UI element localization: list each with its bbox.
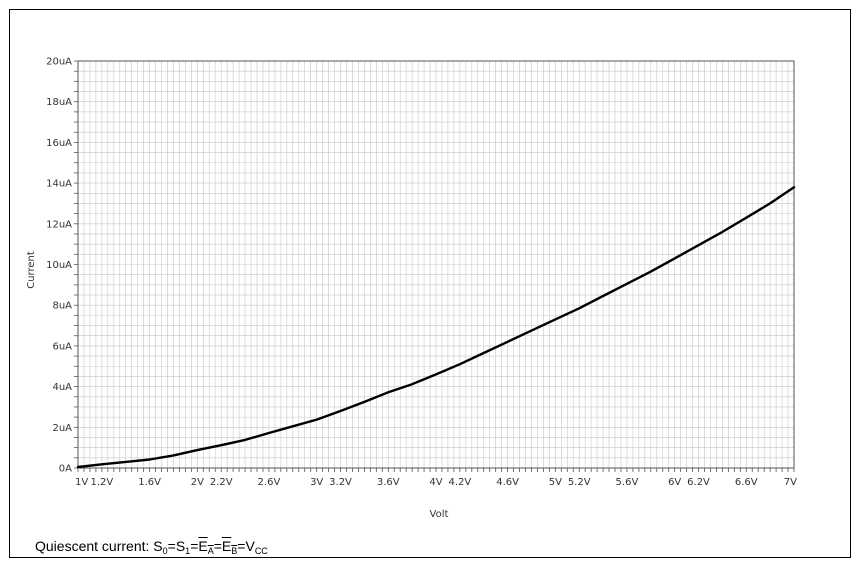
caption-s1: S	[175, 538, 186, 554]
data-point	[172, 454, 175, 457]
x-tick-label: 4V	[429, 477, 442, 488]
data-point	[745, 216, 748, 219]
x-tick-label: 3V	[310, 477, 323, 488]
data-point	[268, 432, 270, 434]
caption-s0: S	[153, 538, 163, 554]
data-point	[506, 340, 509, 343]
x-tick-label: 7V	[784, 477, 797, 488]
data-point	[220, 444, 223, 447]
data-point	[244, 439, 246, 441]
x-tick-label: 6V	[668, 477, 681, 488]
x-tick-label: 4.2V	[448, 477, 471, 488]
data-point	[649, 270, 652, 273]
x-tick-label: 5V	[549, 477, 562, 488]
caption-eb-letter: E	[221, 538, 232, 554]
axes	[74, 60, 795, 472]
x-tick-label: 6.6V	[735, 477, 758, 488]
x-tick-label: 1.2V	[90, 477, 113, 488]
caption-eq: =	[190, 538, 199, 554]
y-tick-label: 10uA	[46, 260, 72, 271]
caption-s0-sub: 0	[162, 546, 168, 556]
x-tick-label: 1V	[75, 477, 88, 488]
x-tick-label: 3.6V	[377, 477, 400, 488]
data-point	[482, 352, 485, 354]
data-point	[626, 282, 628, 285]
y-tick-label: 4uA	[52, 382, 72, 393]
data-point	[697, 244, 700, 247]
y-tick-label: 14uA	[46, 179, 72, 190]
caption-ea-letter: E	[198, 538, 208, 554]
caption-ea-sub: A	[207, 546, 214, 556]
data-point	[602, 295, 604, 297]
y-tick-label: 6uA	[52, 341, 72, 352]
x-tick-label: 5.2V	[568, 477, 591, 488]
data-point	[458, 363, 461, 366]
data-point	[793, 186, 795, 189]
data-point	[291, 425, 294, 428]
tick-labels: 1V 1.2V 1.6V 2V 2.2V 2.6V 3V 3.2V 3.6V 4V 4.2V 4.6V…	[46, 57, 797, 489]
caption: Quiescent current: S0=S1=EA=EB=VCC	[35, 538, 268, 556]
data-point	[124, 460, 127, 463]
x-tick-label: 2.2V	[210, 477, 233, 488]
caption-eq: =	[237, 538, 246, 554]
data-point	[673, 257, 676, 260]
grid	[78, 61, 794, 468]
data-point	[77, 466, 79, 468]
chart-frame: 1V 1.2V 1.6V 2V 2.2V 2.6V 3V 3.2V 3.6V 4V 4.2V 4.6V…	[9, 9, 851, 558]
x-tick-label: 2V	[191, 477, 204, 488]
caption-text: Quiescent current:	[35, 538, 154, 554]
caption-eq: =	[213, 538, 222, 554]
caption-eb-sub: B	[231, 546, 238, 556]
x-tick-label: 6.2V	[687, 477, 710, 488]
current-vs-volt-chart: 1V 1.2V 1.6V 2V 2.2V 2.6V 3V 3.2V 3.6V 4V 4.2V 4.6V…	[26, 57, 797, 521]
data-point	[769, 202, 772, 205]
series	[76, 185, 796, 469]
caption-s1-sub: 1	[185, 546, 191, 556]
data-point	[339, 410, 342, 412]
data-point	[411, 383, 414, 386]
y-tick-label: 2uA	[52, 423, 72, 434]
data-point	[363, 400, 366, 403]
x-tick-label: 3.2V	[329, 477, 352, 488]
y-axis-title: Current	[26, 251, 37, 289]
x-tick-label: 5.6V	[616, 477, 639, 488]
caption-vcc: V	[245, 538, 255, 554]
y-tick-label: 12uA	[46, 219, 72, 230]
data-point	[315, 418, 318, 421]
y-tick-label: 0A	[59, 464, 72, 475]
x-tick-label: 2.6V	[258, 477, 281, 488]
caption-ea: EA	[198, 538, 214, 556]
y-tick-label: 16uA	[46, 138, 72, 149]
y-tick-label: 20uA	[46, 57, 72, 68]
x-tick-label: 4.6V	[496, 477, 519, 488]
y-tick-label: 8uA	[52, 301, 72, 312]
caption-vcc-sub: CC	[254, 546, 268, 556]
data-point	[721, 231, 724, 233]
data-point	[578, 307, 581, 310]
data-point	[100, 463, 103, 466]
data-point	[148, 458, 151, 461]
data-point	[554, 318, 557, 321]
caption-eq: =	[167, 538, 176, 554]
data-point	[387, 391, 390, 394]
caption-eb: EB	[221, 538, 238, 556]
data-point	[435, 373, 437, 376]
x-axis-title: Volt	[430, 509, 449, 520]
data-point	[196, 449, 199, 451]
data-point	[530, 329, 533, 332]
y-tick-label: 18uA	[46, 97, 72, 108]
x-tick-label: 1.6V	[138, 477, 161, 488]
